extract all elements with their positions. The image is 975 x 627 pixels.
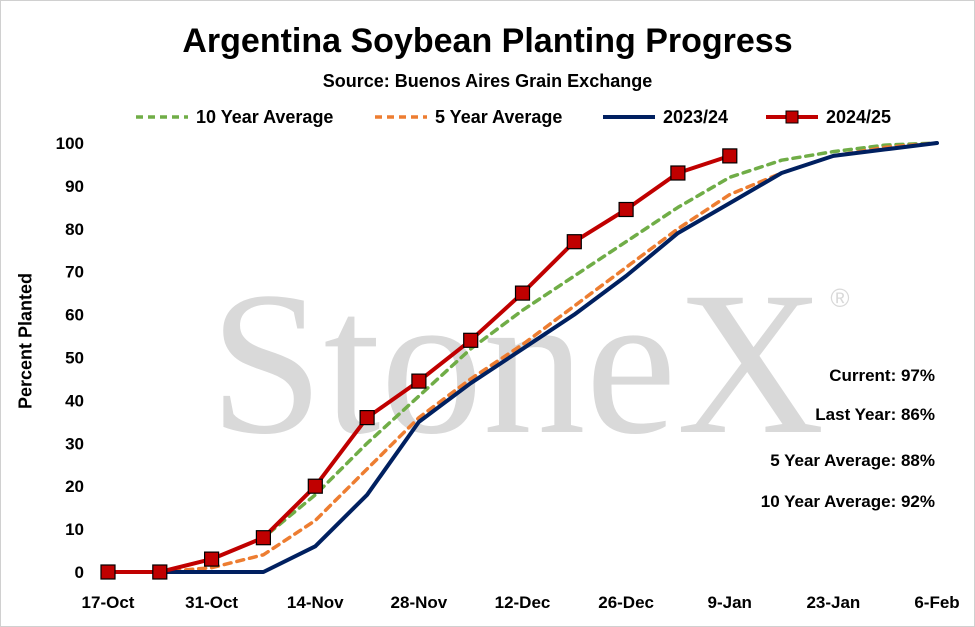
x-tick-label: 6-Feb [914,593,959,612]
legend-item-10-year-average: 10 Year Average [134,104,333,130]
x-tick-label: 23-Jan [806,593,860,612]
stat-10-year-average: 10 Year Average: 92% [760,492,935,511]
x-tick-label: 17-Oct [82,593,135,612]
data-point-marker [514,285,531,301]
stat-last-year: Last Year: 86% [815,405,935,424]
legend-item-2023-24: 2023/24 [601,104,728,130]
data-point-marker [100,564,116,580]
watermark-registered-mark: ® [830,283,849,313]
y-tick-label: 60 [65,306,84,325]
chart-subtitle: Source: Buenos Aires Grain Exchange [322,71,653,91]
data-point-marker [670,165,686,181]
y-tick-label: 80 [65,220,84,239]
series-line-10-year-average [158,141,939,574]
x-tick-label: 12-Dec [495,593,551,612]
y-tick-label: 10 [65,520,84,539]
data-point-marker [618,201,634,218]
y-tick-label: 100 [56,134,84,153]
axes: 0 10 20 30 40 50 60 70 80 90 100 17-Oct 31-Oct 14-Nov… [56,134,960,612]
data-point-marker [152,564,168,580]
legend-label: 10 Year Average [196,106,334,127]
x-tick-label: 14-Nov [287,593,344,612]
y-tick-label: 50 [65,349,84,368]
legend-item-5-year-average: 5 Year Average [373,104,562,130]
legend: 10 Year Average 5 Year Average 2023/24 2… [0,104,975,130]
series-layer [100,141,939,580]
data-point-marker [204,551,220,567]
y-axis-label: Percent Planted [15,272,36,410]
data-point-marker [255,530,271,546]
y-tick-label: 90 [65,177,84,196]
data-point-marker [722,148,738,164]
stat-5-year-average: 5 Year Average: 88% [770,451,935,470]
data-point-marker [307,478,323,494]
y-tick-label: 40 [65,391,84,410]
legend-swatch-solid-navy [603,115,655,119]
legend-swatch-dashed-green [136,115,188,119]
series-line-2023-24 [157,141,939,574]
y-tick-label: 0 [75,563,84,582]
legend-swatch-dashed-orange [375,115,427,119]
y-tick-label: 20 [65,477,84,496]
data-point-marker [566,234,582,250]
x-tick-label: 26-Dec [598,593,654,612]
y-tick-label: 30 [65,434,84,453]
y-tick-label: 70 [65,263,84,282]
chart-title: Argentina Soybean Planting Progress [182,22,793,60]
data-point-marker [359,410,375,426]
x-tick-label: 9-Jan [708,593,752,612]
legend-label: 5 Year Average [435,106,563,127]
x-tick-label: 31-Oct [185,593,238,612]
data-point-marker [463,332,479,348]
legend-swatch-red-square-marker [766,110,818,124]
x-tick-label: 28-Nov [391,593,448,612]
legend-label: 2024/25 [826,106,892,127]
watermark-text: StoneX [210,250,825,477]
stat-current: Current: 97% [829,366,935,385]
legend-item-2024-25: 2024/25 [764,104,891,130]
data-point-marker [411,373,427,389]
legend-label: 2023/24 [663,106,729,127]
